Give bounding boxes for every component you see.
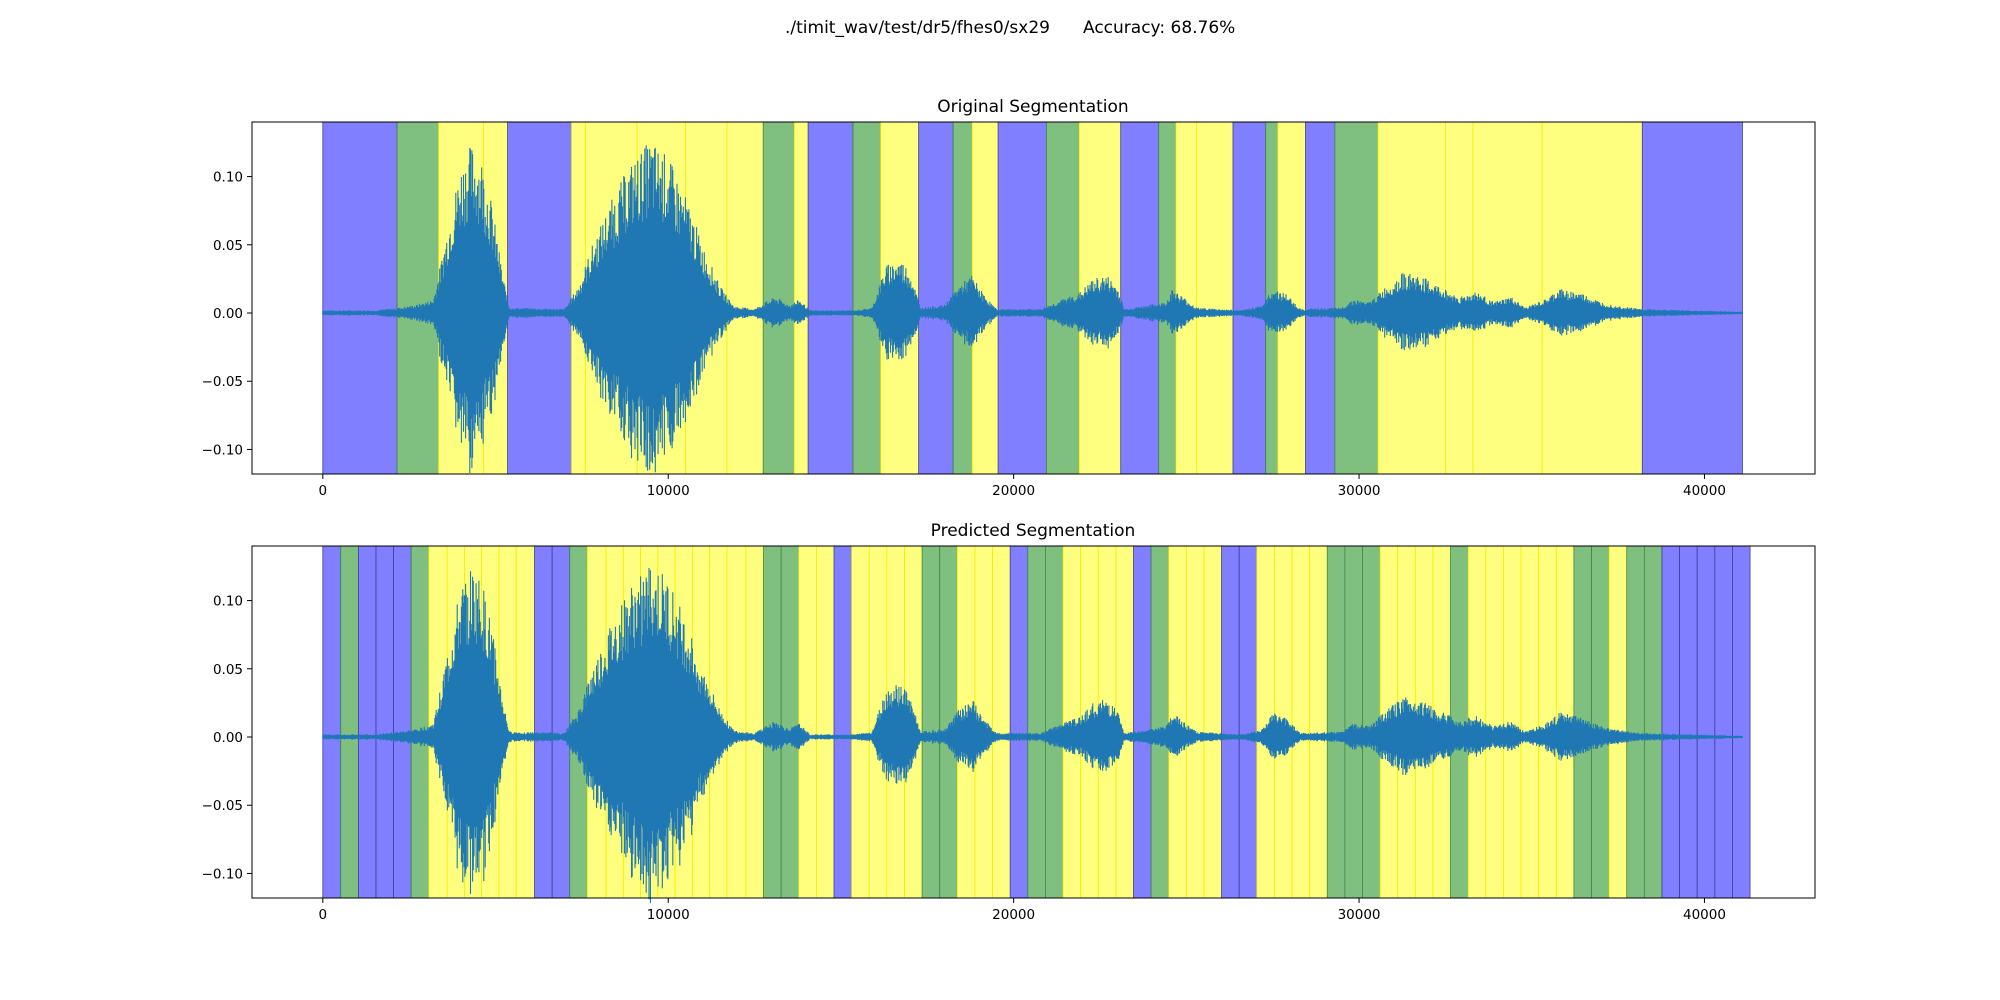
original-ytick-label: −0.05 [202, 374, 243, 390]
predicted-ytick-label: 0.05 [213, 662, 243, 678]
predicted-segmentation-title: Predicted Segmentation [931, 521, 1136, 541]
original-xtick-label: 40000 [1683, 483, 1726, 499]
predicted-segment-yellow [992, 545, 1011, 899]
predicted-segments [322, 545, 1751, 899]
predicted-segment-yellow [1309, 545, 1328, 899]
predicted-segment-blue [1679, 545, 1698, 899]
predicted-segment-blue [1696, 545, 1716, 899]
predicted-segment-blue [1221, 545, 1240, 899]
predicted-segment-green [921, 545, 941, 899]
predicted-segment-blue [375, 545, 395, 899]
original-segment-blue [997, 121, 1047, 475]
predicted-axes-frame [251, 545, 1816, 899]
predicted-segment-yellow [1185, 545, 1205, 899]
original-segment-yellow [1175, 121, 1198, 475]
original-ytick-label: −0.10 [202, 442, 243, 458]
predicted-xtick-label: 10000 [647, 907, 690, 923]
predicted-segment-yellow [515, 545, 535, 899]
predicted-segment-yellow [745, 545, 764, 899]
predicted-segment-blue [551, 545, 571, 899]
original-segmentation-axes: Original Segmentation 0 10000 20000 30000 40… [202, 97, 1816, 499]
original-xtick-label: 30000 [1338, 483, 1381, 499]
predicted-segment-yellow [1291, 545, 1311, 899]
original-xtick-label: 0 [319, 483, 328, 499]
predicted-segment-green [1344, 545, 1363, 899]
original-ytick-label: 0.10 [213, 170, 243, 186]
predicted-segment-yellow [851, 545, 870, 899]
predicted-segment-green [1626, 545, 1645, 899]
predicted-segment-blue [1133, 545, 1152, 899]
original-segment-blue [1305, 121, 1336, 475]
predicted-xtick-label: 30000 [1338, 907, 1381, 923]
predicted-ytick-label: 0.10 [213, 594, 243, 610]
original-ytick-label: 0.05 [213, 238, 243, 254]
predicted-segment-blue [393, 545, 412, 899]
predicted-segment-yellow [1503, 545, 1522, 899]
predicted-segment-blue [1732, 545, 1751, 899]
predicted-segment-yellow [1203, 545, 1222, 899]
predicted-segment-green [1027, 545, 1046, 899]
original-segment-blue [322, 121, 398, 475]
predicted-segment-green [1045, 545, 1064, 899]
original-segment-blue [1232, 121, 1267, 475]
original-segment-green [1046, 121, 1080, 475]
predicted-segment-green [780, 545, 800, 899]
predicted-segment-blue [1661, 545, 1680, 899]
predicted-segment-blue [833, 545, 853, 899]
predicted-segment-green [340, 545, 359, 899]
predicted-segment-green [410, 545, 430, 899]
original-segment-green [762, 121, 795, 475]
predicted-segmentation-axes: Predicted Segmentation 0 10000 20000 30000 4… [202, 521, 1816, 923]
predicted-ytick-label: −0.05 [202, 798, 243, 814]
predicted-segment-blue [1238, 545, 1258, 899]
original-segment-blue [1641, 121, 1743, 475]
predicted-segment-yellow [816, 545, 835, 899]
original-xtick-label: 10000 [647, 483, 690, 499]
original-segment-blue [1120, 121, 1160, 475]
original-segment-green [852, 121, 882, 475]
original-segment-blue [807, 121, 854, 475]
predicted-xtick-label: 20000 [992, 907, 1035, 923]
predicted-segment-green [1591, 545, 1610, 899]
original-segments [322, 121, 1743, 475]
predicted-segment-blue [1009, 545, 1029, 899]
predicted-segment-blue [357, 545, 377, 899]
predicted-segment-yellow [726, 545, 747, 899]
original-segment-green [1334, 121, 1379, 475]
original-xtick-label: 20000 [992, 483, 1035, 499]
predicted-segment-green [1326, 545, 1346, 899]
original-segment-yellow [1196, 121, 1234, 475]
original-ytick-label: 0.00 [213, 306, 243, 322]
predicted-segment-green [1643, 545, 1663, 899]
accuracy-label: Accuracy: 68.76% [1083, 18, 1235, 38]
original-segmentation-title: Original Segmentation [937, 97, 1128, 117]
predicted-segment-yellow [1520, 545, 1540, 899]
predicted-ytick-label: −0.10 [202, 866, 243, 882]
predicted-xtick-label: 40000 [1683, 907, 1726, 923]
original-segment-blue [507, 121, 572, 475]
original-segment-blue [918, 121, 954, 475]
predicted-segment-yellow [798, 545, 817, 899]
original-segment-green [396, 121, 439, 475]
figure-title: ./timit_wav/test/dr5/fhes0/sx29 [785, 18, 1050, 38]
predicted-segment-green [1150, 545, 1170, 899]
predicted-segment-blue [322, 545, 342, 899]
original-segment-yellow [793, 121, 809, 475]
predicted-xtick-label: 0 [319, 907, 328, 923]
predicted-segment-yellow [1485, 545, 1504, 899]
predicted-segment-yellow [1608, 545, 1628, 899]
original-axes-frame [251, 121, 1816, 475]
original-segment-yellow [726, 121, 764, 475]
predicted-segment-blue [534, 545, 553, 899]
predicted-ytick-label: 0.00 [213, 730, 243, 746]
predicted-segment-blue [1714, 545, 1733, 899]
